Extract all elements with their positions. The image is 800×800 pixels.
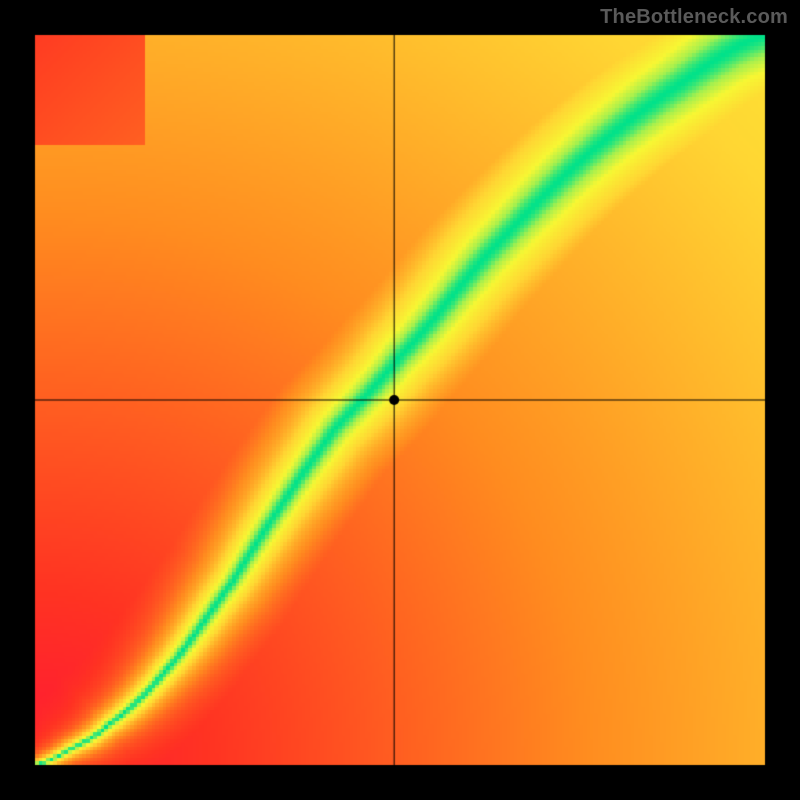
watermark-label: TheBottleneck.com bbox=[600, 6, 788, 29]
chart-container: TheBottleneck.com bbox=[0, 0, 800, 800]
bottleneck-heatmap-canvas bbox=[0, 0, 800, 800]
